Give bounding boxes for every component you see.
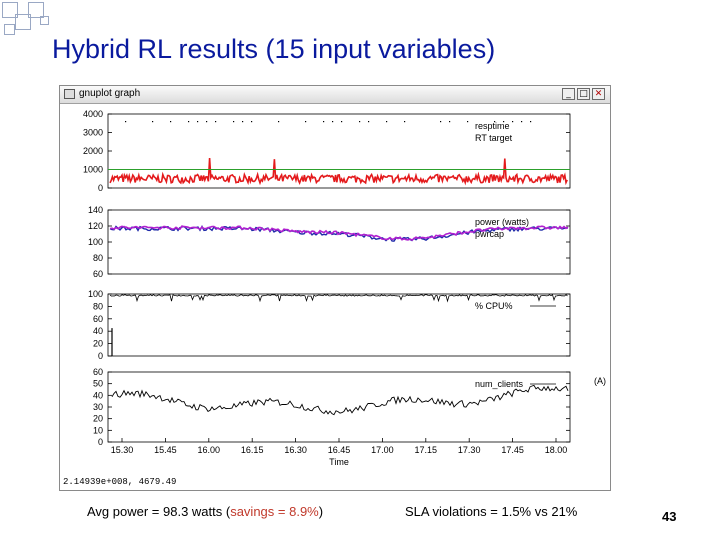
decorative-square-4 [4,24,15,35]
sample-dot [494,121,496,123]
legend-label: % CPU% [475,301,513,311]
sample-dot [341,121,343,123]
decorative-square-2 [15,14,31,30]
x-tick-label: 16.15 [241,445,264,455]
sample-dot [197,121,199,123]
sample-dot [512,121,514,123]
sample-dot [188,121,190,123]
sla-violations-caption: SLA violations = 1.5% vs 21% [405,504,578,519]
sample-dot [233,121,235,123]
x-tick-label: 17.45 [501,445,524,455]
sample-dot [359,121,361,123]
resptime-series [109,158,568,186]
y-tick-label: 100 [88,237,103,247]
sample-dot [332,121,334,123]
y-tick-label: 120 [88,221,103,231]
sample-dot [170,121,172,123]
cursor-coordinates: 2.14939e+008, 4679.49 [63,477,177,487]
x-tick-label: 16.30 [284,445,307,455]
sample-dot [368,121,370,123]
legend-label: pwrcap [475,229,504,239]
x-tick-label: 16.00 [198,445,221,455]
y-tick-label: 0 [98,351,103,361]
y-tick-label: 1000 [83,165,103,175]
close-button[interactable]: ✕ [592,88,605,100]
window-title: gnuplot graph [79,88,141,99]
decorative-square-3 [28,2,44,18]
y-tick-label: 60 [93,367,103,377]
y-tick-label: 10 [93,425,103,435]
sample-dot [503,121,505,123]
sample-dot [521,121,523,123]
sample-dot [440,121,442,123]
y-tick-label: 140 [88,205,103,215]
x-tick-label: 17.15 [415,445,438,455]
savings-text: savings = 8.9% [230,504,319,519]
y-tick-label: 2000 [83,146,103,156]
y-tick-label: 20 [93,339,103,349]
x-tick-label: 16.45 [328,445,351,455]
num-clients-series [111,384,569,416]
corner-label: (A) [594,376,606,386]
y-tick-label: 40 [93,326,103,336]
app-icon [64,89,75,99]
sample-dot [530,121,532,123]
sample-dot [386,121,388,123]
legend-label: RT target [475,133,513,143]
power-series [109,225,569,242]
sample-dot [404,121,406,123]
y-tick-label: 20 [93,414,103,424]
sample-dot [251,121,253,123]
y-tick-label: 100 [88,289,103,299]
avg-power-caption: Avg power = 98.3 watts (savings = 8.9%) [87,504,323,519]
decorative-square-1 [2,2,18,18]
y-tick-label: 60 [93,314,103,324]
x-tick-label: 17.00 [371,445,394,455]
cpu-series [109,294,568,303]
y-tick-label: 80 [93,253,103,263]
y-tick-label: 60 [93,269,103,279]
sample-dot [323,121,325,123]
sample-dot [449,121,451,123]
x-tick-label: 15.30 [111,445,134,455]
avg-power-suffix: ) [318,504,324,519]
legend-label: num_clients [475,379,524,389]
sample-dot [467,121,469,123]
legend-label: resptime [475,121,510,131]
maximize-button[interactable]: □ [577,88,590,100]
sample-dot [152,121,154,123]
x-tick-label: 15.45 [154,445,177,455]
sample-dot [305,121,307,123]
sample-dot [278,121,280,123]
sample-dot [242,121,244,123]
panel-frame-3 [107,293,571,357]
x-tick-label: 17.30 [458,445,481,455]
sample-dot [206,121,208,123]
sample-dot [215,121,217,123]
avg-power-text: Avg power = 98.3 watts ( [87,504,231,519]
y-tick-label: 0 [98,183,103,193]
sample-dot [125,121,127,123]
legend-label: power (watts) [475,217,529,227]
window-titlebar[interactable]: gnuplot graph _ □ ✕ [60,86,610,104]
x-tick-label: 18.00 [545,445,568,455]
y-tick-label: 4000 [83,109,103,119]
x-axis-title: Time [329,457,349,467]
y-tick-label: 50 [93,379,103,389]
y-tick-label: 3000 [83,128,103,138]
y-tick-label: 40 [93,390,103,400]
y-tick-label: 0 [98,437,103,447]
y-tick-label: 30 [93,402,103,412]
minimize-button[interactable]: _ [562,88,575,100]
slide-title: Hybrid RL results (15 input variables) [52,34,496,64]
page-number: 43 [662,509,677,524]
gnuplot-window: gnuplot graph _ □ ✕ 4000 3000 2000 1000 0 res… [59,85,611,491]
y-tick-label: 80 [93,301,103,311]
decorative-square-5 [40,16,49,25]
